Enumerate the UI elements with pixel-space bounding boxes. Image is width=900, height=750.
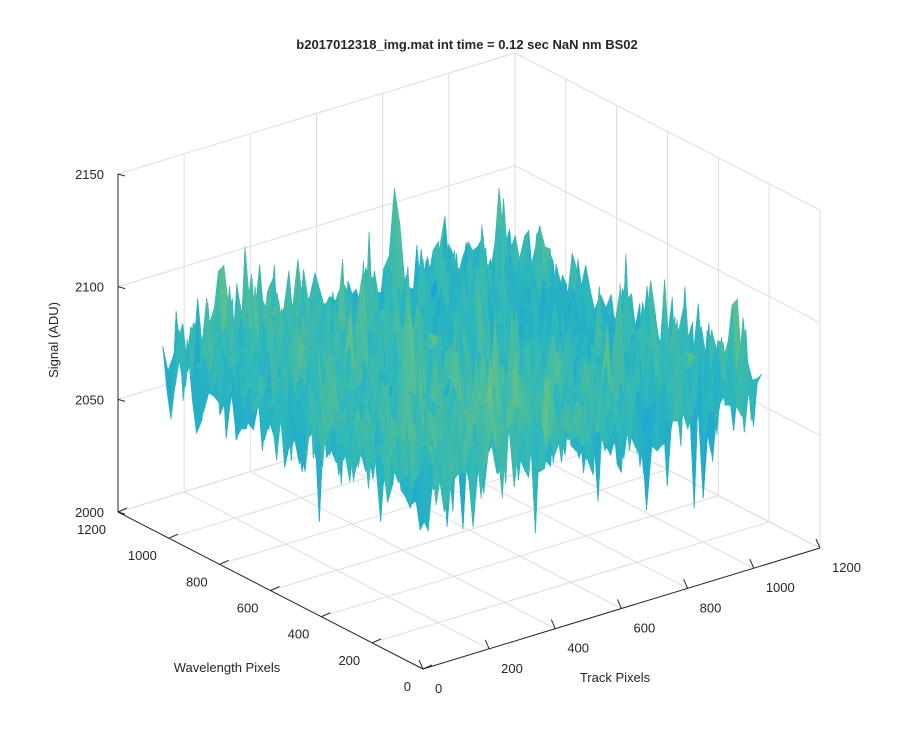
y-tick-label: 0 <box>404 679 411 694</box>
back-wall-grid-line <box>117 165 516 288</box>
z-tick-mark <box>117 173 126 177</box>
x-tick-label: 600 <box>634 621 656 636</box>
x-tick-mark <box>484 639 490 650</box>
axes <box>117 173 821 670</box>
floor-grid-line <box>321 495 719 618</box>
y-axis-label: Wavelength Pixels <box>174 660 281 675</box>
x-tick-label: 400 <box>567 641 589 656</box>
floor-grid-line <box>270 469 668 591</box>
x-tick-mark <box>617 599 622 609</box>
x-tick-mark <box>683 579 689 589</box>
x-tick-label: 0 <box>435 681 442 696</box>
y-tick-mark <box>270 586 280 591</box>
tick-labels: 0 200 400 600 800 1000 1200 0 200 400 600 800 1000 12… <box>75 167 861 696</box>
y-tick-label: 600 <box>237 601 259 616</box>
x-tick-mark <box>418 659 424 670</box>
z-tick-mark <box>117 511 126 515</box>
z-tick-mark <box>117 398 126 402</box>
y-tick-mark <box>371 638 382 644</box>
z-tick-label: 2150 <box>75 167 104 182</box>
right-wall-grid-line <box>514 52 821 211</box>
x-tick-mark <box>815 538 821 549</box>
y-tick-mark <box>321 612 331 618</box>
right-wall-grid-line <box>514 165 821 324</box>
y-tick-mark <box>219 559 229 565</box>
x-tick-label: 1000 <box>766 580 795 595</box>
z-tick-label: 2050 <box>75 392 104 407</box>
y-tick-mark <box>422 664 433 670</box>
z-tick-label: 2100 <box>75 280 104 295</box>
y-tick-label: 800 <box>186 574 208 589</box>
floor-grid-line <box>372 521 770 644</box>
x-tick-mark <box>749 558 755 569</box>
y-tick-label: 1200 <box>77 522 106 537</box>
x-tick-mark <box>550 619 556 629</box>
z-tick-label: 2000 <box>75 505 104 520</box>
x-axis-label: Track Pixels <box>580 670 651 685</box>
chart-title: b2017012318_img.mat int time = 0.12 sec … <box>296 37 637 52</box>
z-tick-mark <box>117 286 126 290</box>
back-wall-grid-line <box>117 52 516 175</box>
x-tick-label: 1200 <box>832 560 861 575</box>
y-tick-mark <box>117 507 128 513</box>
y-tick-mark <box>168 533 179 539</box>
z-axis-label: Signal (ADU) <box>46 302 61 378</box>
x-tick-label: 200 <box>501 661 523 676</box>
x-tick-label: 800 <box>700 600 722 615</box>
y-tick-label: 1000 <box>128 548 157 563</box>
y-tick-label: 200 <box>338 653 360 668</box>
surface-mesh <box>162 188 763 533</box>
y-tick-label: 400 <box>288 627 310 642</box>
surface-patch <box>418 465 429 532</box>
